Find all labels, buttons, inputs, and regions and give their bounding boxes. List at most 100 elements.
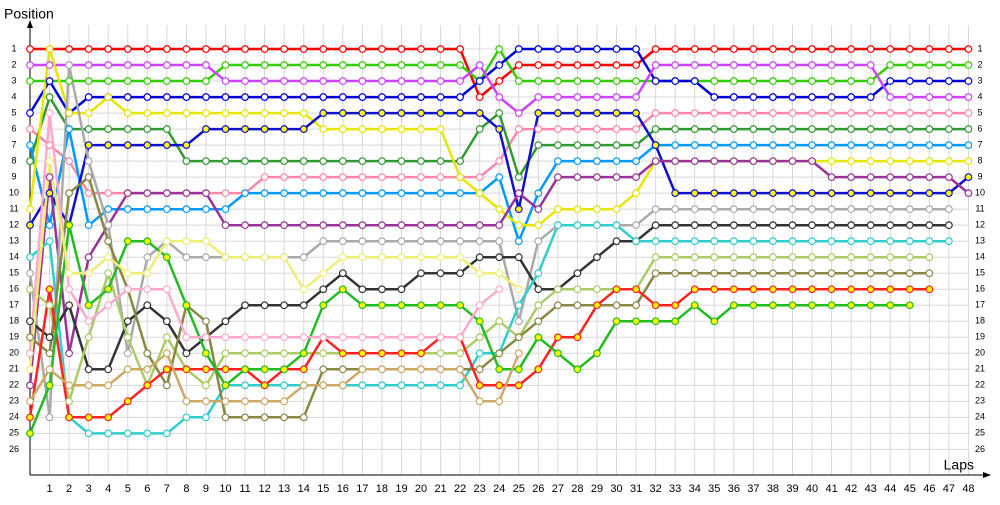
lap-marker bbox=[475, 317, 484, 326]
lap-marker bbox=[221, 349, 230, 358]
lap-marker bbox=[553, 157, 562, 166]
lap-marker bbox=[436, 125, 445, 133]
lap-marker bbox=[84, 333, 93, 342]
lap-marker bbox=[808, 93, 816, 101]
lap-marker bbox=[280, 173, 289, 182]
lap-marker bbox=[769, 253, 777, 262]
lap-marker bbox=[84, 125, 93, 133]
lap-marker bbox=[847, 301, 856, 310]
y-tick-label-right: 18 bbox=[975, 316, 985, 326]
lap-marker bbox=[690, 253, 699, 262]
x-tick-label: 9 bbox=[203, 483, 209, 495]
lap-marker bbox=[45, 301, 54, 310]
x-tick-label: 7 bbox=[164, 483, 170, 495]
lap-marker bbox=[104, 269, 113, 278]
x-tick-label: 25 bbox=[513, 483, 525, 495]
lap-marker bbox=[788, 237, 797, 246]
lap-marker bbox=[534, 269, 543, 278]
lap-marker bbox=[749, 221, 758, 230]
lap-marker bbox=[729, 253, 738, 262]
lap-marker bbox=[495, 397, 504, 406]
lap-marker bbox=[123, 109, 132, 117]
lap-marker bbox=[690, 285, 699, 294]
y-tick-label-right: 2 bbox=[977, 59, 982, 69]
lap-marker bbox=[378, 109, 386, 117]
lap-marker bbox=[182, 301, 191, 310]
lap-marker bbox=[749, 45, 758, 53]
lap-marker bbox=[338, 93, 347, 101]
lap-marker bbox=[378, 125, 386, 133]
lap-marker bbox=[162, 189, 171, 198]
lap-marker bbox=[436, 109, 445, 117]
lap-marker bbox=[162, 349, 171, 358]
lap-marker bbox=[241, 301, 249, 310]
lap-marker bbox=[925, 141, 934, 150]
lap-marker bbox=[534, 141, 543, 150]
y-tick-label-right: 7 bbox=[977, 139, 982, 149]
lap-marker bbox=[221, 253, 230, 262]
lap-marker bbox=[397, 109, 406, 117]
lap-marker bbox=[260, 333, 269, 342]
lap-marker bbox=[964, 141, 973, 150]
lap-marker bbox=[905, 269, 914, 278]
lap-marker bbox=[104, 365, 113, 374]
lap-marker bbox=[925, 45, 934, 53]
lap-marker bbox=[358, 349, 367, 358]
lap-marker bbox=[788, 77, 797, 85]
lap-marker bbox=[417, 125, 425, 133]
lap-marker bbox=[495, 125, 504, 133]
y-tick-label-right: 12 bbox=[975, 220, 985, 230]
lap-marker bbox=[182, 189, 191, 198]
y-tick-label-right: 4 bbox=[977, 91, 982, 101]
lap-marker bbox=[26, 205, 34, 214]
lap-marker bbox=[319, 333, 328, 342]
lap-marker bbox=[202, 381, 210, 390]
lap-marker bbox=[260, 61, 269, 69]
lap-marker bbox=[182, 61, 191, 69]
x-axis-title: Laps bbox=[944, 457, 974, 473]
lap-marker bbox=[925, 61, 934, 69]
y-tick-label: 2 bbox=[11, 59, 16, 69]
lap-marker bbox=[436, 253, 445, 262]
lap-marker bbox=[202, 237, 210, 246]
lap-marker bbox=[788, 93, 797, 101]
lap-marker bbox=[436, 93, 445, 101]
lap-marker bbox=[905, 301, 914, 310]
lap-marker bbox=[808, 109, 816, 117]
lap-marker bbox=[202, 253, 210, 262]
lap-marker bbox=[241, 77, 249, 85]
lap-marker bbox=[514, 333, 523, 342]
lap-marker bbox=[710, 205, 719, 214]
lap-marker bbox=[260, 109, 269, 117]
lap-marker bbox=[378, 253, 386, 262]
lap-marker bbox=[358, 365, 367, 374]
lap-marker bbox=[319, 109, 328, 117]
lap-marker bbox=[866, 189, 875, 198]
lap-marker bbox=[456, 301, 465, 310]
lap-marker bbox=[299, 93, 308, 101]
lap-marker bbox=[202, 157, 210, 166]
lap-marker bbox=[104, 205, 113, 214]
lap-marker bbox=[241, 125, 249, 133]
lap-marker bbox=[788, 189, 797, 198]
lap-marker bbox=[260, 301, 269, 310]
lap-marker bbox=[944, 109, 953, 117]
lap-marker bbox=[905, 109, 914, 117]
lap-marker bbox=[475, 301, 484, 310]
lap-marker bbox=[944, 205, 953, 214]
x-tick-label: 29 bbox=[591, 483, 603, 495]
lap-marker bbox=[847, 141, 856, 150]
lap-marker bbox=[788, 61, 797, 69]
lap-marker bbox=[651, 77, 660, 85]
lap-marker bbox=[182, 397, 191, 406]
lap-marker bbox=[514, 109, 523, 117]
y-tick-label: 3 bbox=[11, 75, 16, 85]
lap-marker bbox=[651, 125, 660, 133]
lap-marker bbox=[26, 381, 34, 390]
lap-marker bbox=[827, 205, 836, 214]
y-tick-label-right: 20 bbox=[975, 348, 985, 358]
lap-marker bbox=[397, 61, 406, 69]
lap-marker bbox=[866, 141, 875, 150]
lap-marker bbox=[905, 253, 914, 262]
lap-marker bbox=[436, 189, 445, 198]
